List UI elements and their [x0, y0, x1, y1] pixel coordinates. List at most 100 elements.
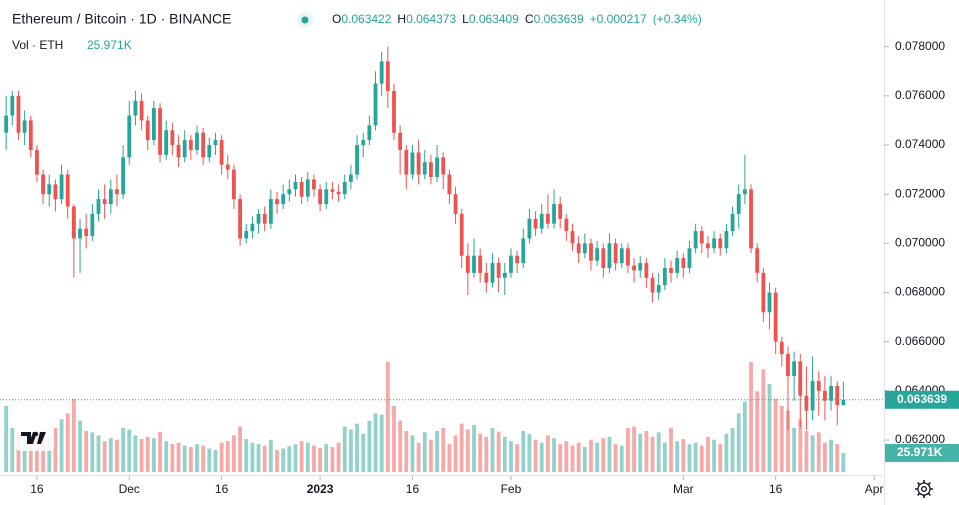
candle-body — [527, 218, 532, 239]
candle-body — [145, 120, 150, 141]
volume-bar — [151, 438, 156, 472]
candle-body — [65, 174, 70, 207]
volume-bar — [84, 430, 89, 472]
volume-bar — [632, 426, 636, 472]
candle-body — [613, 243, 618, 264]
volume-bar — [792, 428, 797, 472]
volume-bar — [638, 433, 643, 472]
x-tick-label: 16 — [30, 482, 44, 496]
volume-bar — [490, 428, 495, 472]
volume-bar — [213, 450, 218, 472]
volume-bar — [47, 436, 52, 472]
volume-bar — [373, 413, 378, 472]
candle-body — [164, 130, 169, 155]
candle-body — [127, 115, 132, 158]
candle-body — [626, 248, 630, 266]
volume-bar — [435, 430, 439, 472]
candle-body — [53, 184, 58, 200]
candle-body — [786, 354, 790, 377]
candle-body — [244, 231, 249, 239]
x-tick-label: 16 — [769, 482, 783, 496]
volume-bar — [398, 420, 403, 472]
volume-bar — [35, 433, 39, 472]
volume-bar — [589, 439, 593, 472]
volume-bar — [472, 425, 476, 472]
candle-body — [422, 162, 427, 175]
x-tick-label: Apr — [865, 482, 884, 496]
volume-title: Vol · ETH — [12, 38, 63, 52]
chart-title: Ethereum / Bitcoin · 1D · BINANCE — [12, 11, 231, 27]
volume-bar — [232, 435, 236, 472]
candle-body — [102, 199, 107, 205]
last-price-label: 0.063639 — [897, 392, 947, 406]
volume-bar — [59, 419, 64, 472]
volume-bar — [539, 442, 544, 472]
volume-bar — [170, 444, 175, 472]
candle-body — [312, 179, 316, 190]
volume-bar — [533, 439, 538, 472]
volume-bar — [736, 413, 741, 472]
candle-body — [299, 181, 304, 197]
candle-body — [385, 61, 390, 91]
volume-bar — [626, 428, 630, 472]
candle-body — [262, 213, 267, 224]
volume-bar — [22, 435, 27, 472]
y-tick-label: 0.072000 — [895, 186, 945, 200]
settings-icon[interactable] — [915, 480, 933, 498]
candle-body — [256, 213, 261, 224]
volume-bar — [348, 429, 353, 472]
candle-body — [232, 169, 236, 200]
candle-body — [533, 218, 538, 229]
candle-body — [835, 385, 840, 406]
volume-bar — [829, 439, 833, 472]
ohlc-text: 0.063639 — [534, 12, 584, 26]
volume-bar — [299, 441, 304, 472]
candle-body — [496, 263, 501, 278]
candle-body — [238, 199, 242, 239]
volume-bar — [773, 398, 778, 472]
volume-bar — [835, 444, 840, 472]
candle-body — [96, 199, 101, 214]
candle-body — [773, 292, 778, 342]
candle-body — [429, 162, 433, 177]
candle-body — [330, 189, 335, 192]
volume-bar — [459, 423, 464, 472]
candle-body — [804, 395, 809, 411]
candle-body — [699, 231, 704, 244]
volume-bar — [71, 398, 76, 472]
volume-bar — [287, 446, 292, 472]
candle-body — [151, 108, 156, 141]
candle-body — [638, 263, 643, 271]
volume-bar — [545, 435, 550, 472]
volume-bar — [330, 447, 335, 472]
candle-body — [595, 248, 600, 261]
volume-bar — [121, 428, 126, 472]
candle-body — [441, 157, 446, 175]
volume-bar — [225, 441, 230, 472]
candle-body — [250, 223, 255, 232]
volume-bar — [90, 432, 95, 472]
volume-bar — [496, 431, 501, 472]
volume-bar — [749, 362, 753, 472]
volume-bar — [681, 439, 686, 472]
ohlc-text: (+0.34%) — [653, 12, 702, 26]
candle-body — [361, 140, 366, 146]
volume-bar — [693, 442, 698, 472]
candle-body — [195, 132, 199, 150]
candle-body — [139, 100, 144, 121]
volume-bar — [410, 435, 415, 472]
candle-body — [509, 255, 513, 273]
candle-body — [478, 255, 483, 273]
volume-bar — [724, 433, 729, 472]
volume-bar — [404, 430, 409, 472]
volume-bar — [318, 447, 323, 472]
volume-bar — [10, 428, 15, 472]
volume-bar — [509, 441, 513, 472]
status-dot[interactable] — [301, 16, 309, 24]
x-tick-label: 16 — [406, 482, 420, 496]
last-price-box — [885, 390, 959, 409]
ohlc-text: +0.000217 — [590, 12, 647, 26]
candle-body — [213, 140, 218, 146]
candle-body — [219, 140, 224, 165]
